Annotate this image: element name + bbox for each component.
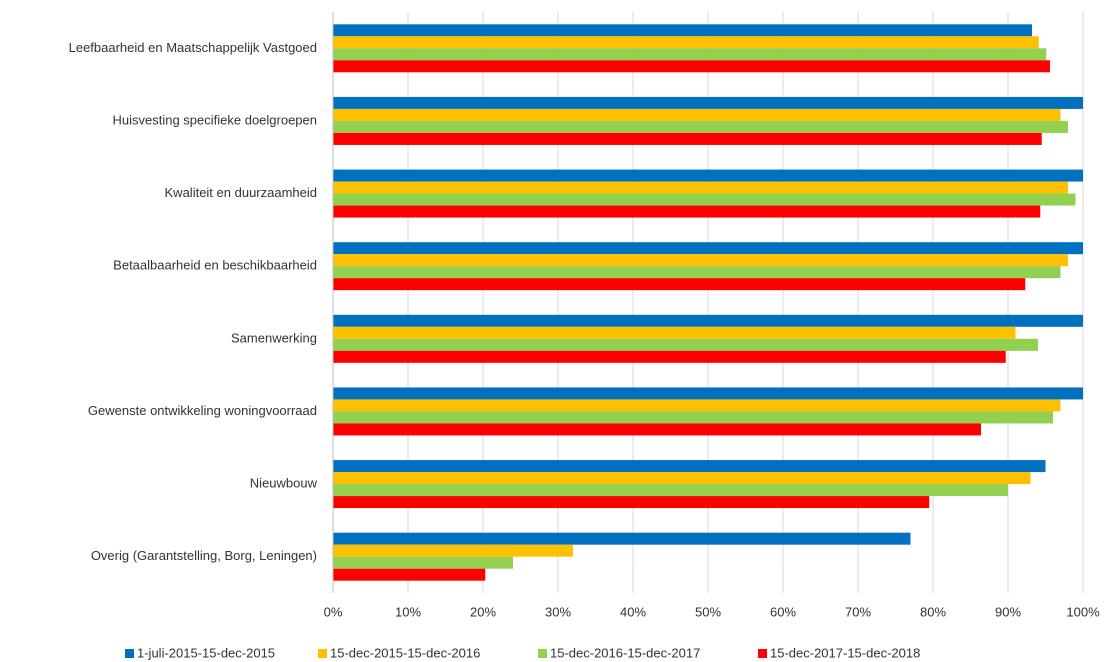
bar — [333, 242, 1083, 255]
bar — [333, 556, 513, 569]
legend-label: 15-dec-2016-15-dec-2017 — [550, 645, 700, 660]
bar — [333, 532, 911, 545]
x-tick-label: 40% — [620, 604, 646, 619]
bar — [333, 472, 1031, 485]
bar — [333, 350, 1006, 363]
bar — [333, 338, 1038, 351]
y-tick-label: Kwaliteit en duurzaamheid — [165, 185, 317, 200]
x-tick-label: 60% — [770, 604, 796, 619]
bar — [333, 568, 486, 581]
x-tick-label: 10% — [395, 604, 421, 619]
bar — [333, 254, 1068, 267]
bar — [333, 108, 1061, 121]
bar — [333, 193, 1076, 206]
bar — [333, 387, 1083, 400]
y-tick-label: Huisvesting specifieke doelgroepen — [112, 112, 317, 127]
x-tick-label: 90% — [995, 604, 1021, 619]
legend-swatch — [318, 649, 327, 658]
x-tick-label: 20% — [470, 604, 496, 619]
bar — [333, 24, 1032, 37]
bar — [333, 460, 1046, 473]
y-tick-label: Gewenste ontwikkeling woningvoorraad — [88, 403, 317, 418]
bar — [333, 96, 1083, 109]
bar — [333, 326, 1016, 339]
legend-swatch — [125, 649, 134, 658]
bar — [333, 60, 1050, 73]
bar — [333, 484, 1008, 497]
x-tick-label: 80% — [920, 604, 946, 619]
y-tick-label: Overig (Garantstelling, Borg, Leningen) — [91, 548, 317, 563]
bar — [333, 120, 1068, 133]
x-tick-label: 50% — [695, 604, 721, 619]
x-tick-label: 70% — [845, 604, 871, 619]
legend-label: 15-dec-2015-15-dec-2016 — [330, 645, 480, 660]
legend-label: 1-juli-2015-15-dec-2015 — [137, 645, 275, 660]
y-tick-label: Samenwerking — [231, 330, 317, 345]
bar — [333, 423, 981, 436]
bar — [333, 278, 1026, 291]
legend-swatch — [758, 649, 767, 658]
x-tick-label: 100% — [1066, 604, 1100, 619]
legend-label: 15-dec-2017-15-dec-2018 — [770, 645, 920, 660]
bar — [333, 266, 1061, 279]
bar — [333, 48, 1047, 61]
bar — [333, 205, 1041, 218]
bar — [333, 544, 573, 557]
bar — [333, 132, 1042, 145]
y-tick-label: Leefbaarheid en Maatschappelijk Vastgoed — [69, 40, 317, 55]
bar — [333, 36, 1039, 49]
y-tick-label: Nieuwbouw — [250, 476, 318, 491]
bar — [333, 169, 1083, 182]
bar — [333, 399, 1061, 412]
y-tick-label: Betaalbaarheid en beschikbaarheid — [113, 258, 317, 273]
legend-swatch — [538, 649, 547, 658]
bar — [333, 314, 1083, 327]
x-tick-label: 0% — [324, 604, 343, 619]
x-tick-label: 30% — [545, 604, 571, 619]
bar — [333, 496, 930, 509]
bar — [333, 181, 1068, 194]
bar — [333, 411, 1053, 424]
